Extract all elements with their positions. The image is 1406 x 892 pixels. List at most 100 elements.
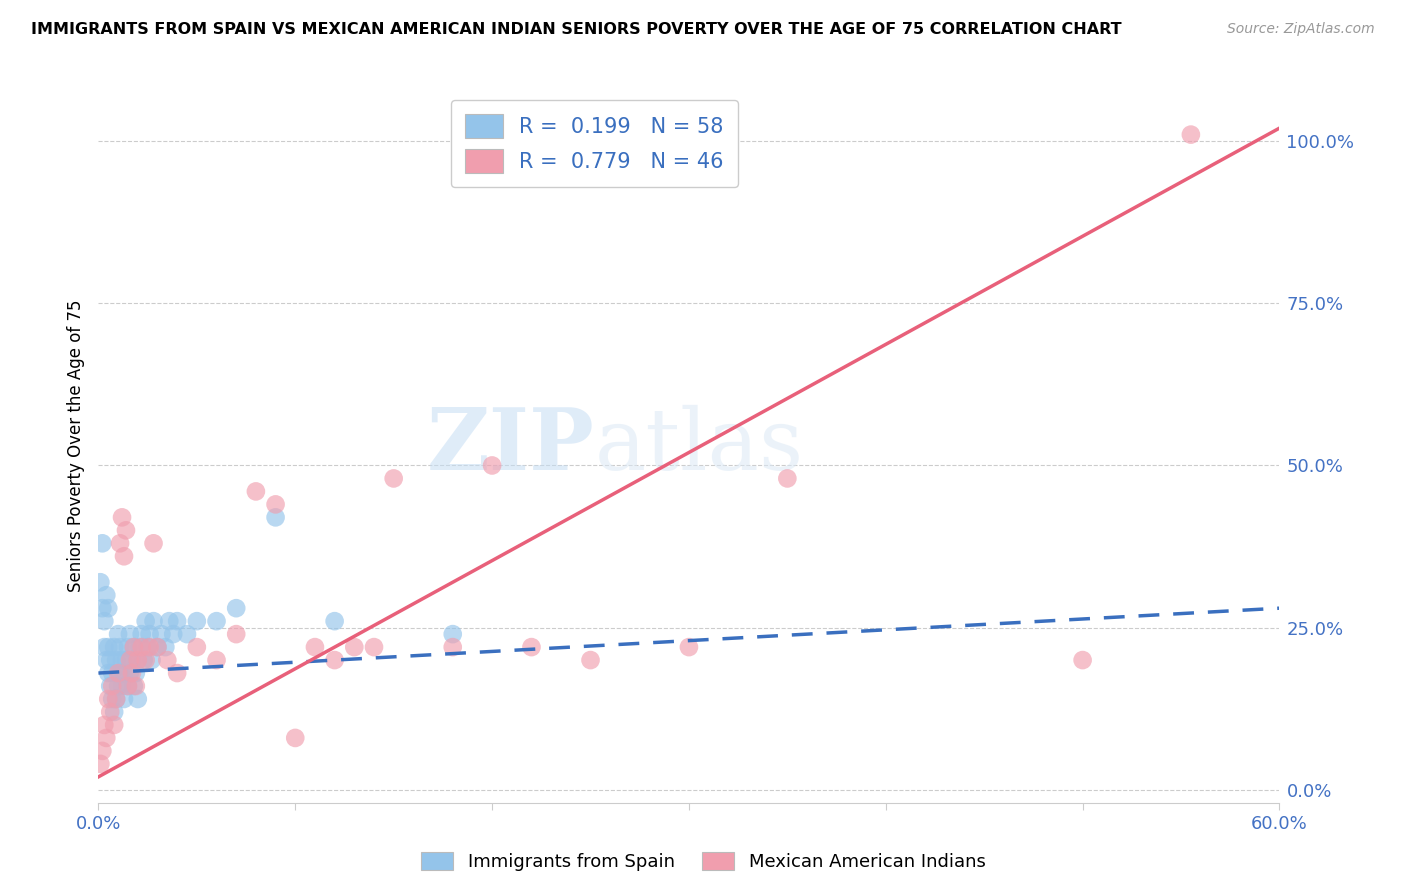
Text: IMMIGRANTS FROM SPAIN VS MEXICAN AMERICAN INDIAN SENIORS POVERTY OVER THE AGE OF: IMMIGRANTS FROM SPAIN VS MEXICAN AMERICA… — [31, 22, 1122, 37]
Point — [150, 627, 173, 641]
Text: atlas: atlas — [595, 404, 804, 488]
Point — [107, 666, 129, 681]
Legend: Immigrants from Spain, Mexican American Indians: Immigrants from Spain, Mexican American … — [413, 845, 993, 879]
Point — [142, 614, 165, 628]
Point — [96, 653, 118, 667]
Point — [156, 653, 179, 667]
Point — [93, 614, 115, 628]
Point — [138, 640, 160, 654]
Point — [162, 627, 184, 641]
Point — [776, 471, 799, 485]
Point — [132, 653, 155, 667]
Point — [135, 653, 157, 667]
Point — [142, 536, 165, 550]
Point — [146, 640, 169, 654]
Point — [105, 653, 128, 667]
Point — [107, 627, 129, 641]
Point — [112, 692, 135, 706]
Point — [136, 640, 159, 654]
Point — [115, 653, 138, 667]
Point — [166, 666, 188, 681]
Point — [117, 640, 139, 654]
Point — [107, 679, 129, 693]
Point — [225, 627, 247, 641]
Y-axis label: Seniors Poverty Over the Age of 75: Seniors Poverty Over the Age of 75 — [66, 300, 84, 592]
Point — [520, 640, 543, 654]
Point — [128, 640, 150, 654]
Point — [89, 756, 111, 771]
Point — [245, 484, 267, 499]
Point — [103, 718, 125, 732]
Point — [205, 614, 228, 628]
Point — [225, 601, 247, 615]
Point — [97, 601, 120, 615]
Point — [118, 627, 141, 641]
Point — [101, 679, 124, 693]
Point — [481, 458, 503, 473]
Point — [121, 666, 143, 681]
Point — [125, 666, 148, 681]
Point — [264, 497, 287, 511]
Legend: R =  0.199   N = 58, R =  0.779   N = 46: R = 0.199 N = 58, R = 0.779 N = 46 — [450, 100, 738, 187]
Point — [441, 627, 464, 641]
Point — [127, 653, 149, 667]
Point — [166, 614, 188, 628]
Point — [111, 510, 134, 524]
Point — [678, 640, 700, 654]
Point — [97, 640, 120, 654]
Point — [186, 640, 208, 654]
Point — [97, 666, 120, 681]
Point — [101, 692, 124, 706]
Point — [122, 679, 145, 693]
Text: ZIP: ZIP — [426, 404, 595, 488]
Point — [97, 692, 120, 706]
Point — [112, 666, 135, 681]
Point — [579, 653, 602, 667]
Point — [98, 705, 121, 719]
Point — [131, 640, 153, 654]
Point — [108, 666, 131, 681]
Point — [93, 718, 115, 732]
Point — [1071, 653, 1094, 667]
Point — [111, 679, 134, 693]
Point — [176, 627, 198, 641]
Point — [127, 692, 149, 706]
Point — [363, 640, 385, 654]
Point — [121, 653, 143, 667]
Point — [108, 536, 131, 550]
Point — [91, 536, 114, 550]
Point — [138, 627, 160, 641]
Point — [98, 679, 121, 693]
Point — [103, 640, 125, 654]
Point — [105, 692, 128, 706]
Point — [118, 666, 141, 681]
Point — [117, 679, 139, 693]
Point — [105, 692, 128, 706]
Point — [111, 653, 134, 667]
Point — [382, 471, 405, 485]
Point — [117, 679, 139, 693]
Point — [323, 614, 346, 628]
Point — [93, 640, 115, 654]
Point — [122, 640, 145, 654]
Point — [441, 640, 464, 654]
Point — [146, 640, 169, 654]
Point — [127, 653, 149, 667]
Point — [141, 653, 163, 667]
Point — [108, 640, 131, 654]
Point — [323, 653, 346, 667]
Point — [125, 679, 148, 693]
Point — [157, 614, 180, 628]
Point — [96, 588, 118, 602]
Point — [284, 731, 307, 745]
Point — [98, 653, 121, 667]
Point — [304, 640, 326, 654]
Point — [122, 640, 145, 654]
Point — [131, 627, 153, 641]
Point — [89, 575, 111, 590]
Point — [118, 653, 141, 667]
Point — [91, 744, 114, 758]
Point — [186, 614, 208, 628]
Point — [1180, 128, 1202, 142]
Point — [155, 640, 177, 654]
